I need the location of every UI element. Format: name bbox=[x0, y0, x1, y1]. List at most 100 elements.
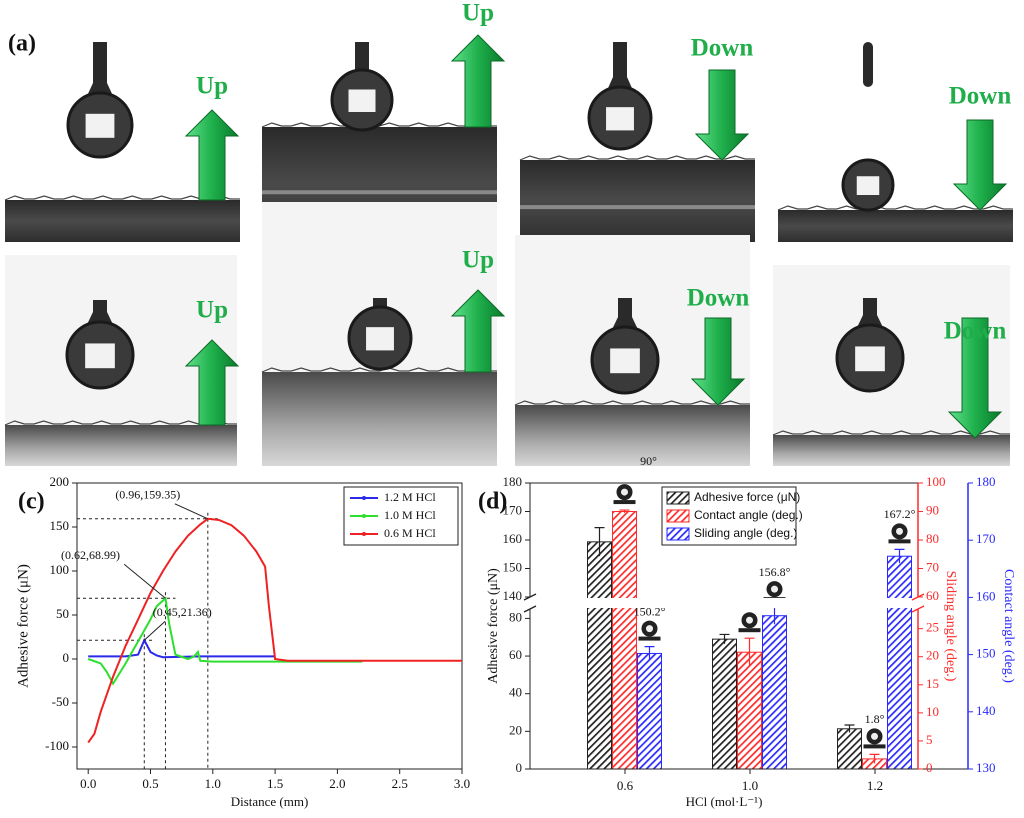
y-tick-label: 40 bbox=[509, 685, 522, 700]
y3-tick-label: 180 bbox=[976, 474, 996, 489]
arrow bbox=[694, 69, 750, 161]
y2-axis-label: Sliding angle (deg.) bbox=[943, 571, 958, 682]
needle bbox=[355, 42, 369, 74]
photo-frame: Up bbox=[4, 255, 240, 466]
droplet-highlight bbox=[856, 176, 880, 195]
legend-label: 0.6 M HCl bbox=[384, 526, 436, 540]
legend-swatch bbox=[666, 491, 690, 505]
bar bbox=[837, 728, 862, 770]
arrow bbox=[450, 289, 506, 373]
x-axis-label: HCl (mol·L⁻¹) bbox=[686, 794, 763, 809]
annotation-label: (0.96,159.35) bbox=[115, 488, 180, 502]
y-tick-label: 140 bbox=[503, 588, 523, 603]
x-tick-label: 1.0 bbox=[205, 776, 221, 791]
arrow bbox=[947, 317, 1003, 439]
droplet-icon-highlight bbox=[896, 527, 903, 535]
x-tick-label: 1.0 bbox=[742, 778, 758, 793]
bar bbox=[612, 511, 637, 770]
data-line bbox=[88, 637, 276, 659]
y-tick-label: 150 bbox=[50, 518, 70, 533]
y3-tick-label: 150 bbox=[976, 646, 996, 661]
y-tick-label: 20 bbox=[509, 722, 522, 737]
photo-frame: Up bbox=[4, 42, 240, 242]
legend-marker bbox=[362, 514, 366, 518]
y3-tick-label: 160 bbox=[976, 588, 996, 603]
y3-tick-label: 130 bbox=[976, 760, 996, 775]
error-bar bbox=[619, 509, 630, 513]
droplet-icon-highlight bbox=[646, 625, 653, 633]
substrate bbox=[520, 160, 755, 242]
droplet-icon-base bbox=[638, 636, 661, 641]
arrow-label: Down bbox=[691, 35, 754, 62]
arrow-label: Up bbox=[196, 73, 228, 100]
y2-tick-label: 5 bbox=[926, 732, 933, 747]
error-bar bbox=[644, 645, 655, 661]
error-bar bbox=[894, 548, 905, 564]
substrate-texture bbox=[261, 367, 497, 373]
needle bbox=[863, 42, 873, 87]
legend-swatch bbox=[666, 509, 690, 523]
photo-frame: Down bbox=[777, 42, 1013, 242]
bar bbox=[587, 541, 612, 770]
arrow-label: Up bbox=[196, 297, 228, 324]
annotation-label: (0.45,21.36) bbox=[153, 605, 212, 619]
droplet-highlight bbox=[348, 89, 376, 112]
y2-tick-label: 25 bbox=[926, 620, 939, 635]
y-tick-label: 0 bbox=[516, 760, 523, 775]
value-label: 1.8° bbox=[865, 712, 885, 726]
droplet-highlight bbox=[366, 327, 394, 351]
legend-label: 1.0 M HCl bbox=[384, 508, 436, 522]
y-axis-label: Adhesive force (μN) bbox=[15, 564, 31, 688]
substrate bbox=[5, 425, 237, 466]
arrow bbox=[184, 339, 240, 426]
y2-tick-label: 80 bbox=[926, 531, 939, 546]
bar bbox=[712, 638, 737, 770]
y-axis-label: Adhesive force (μN) bbox=[486, 568, 501, 684]
substrate bbox=[773, 435, 1010, 466]
legend-label: Sliding angle (deg.) bbox=[694, 526, 797, 540]
substrate bbox=[5, 200, 240, 242]
arrow-label: Up bbox=[462, 247, 494, 274]
error-bar bbox=[844, 724, 855, 733]
substrate-texture bbox=[519, 155, 755, 161]
droplet-icon-base bbox=[738, 628, 761, 633]
x-axis-label: Distance (mm) bbox=[231, 794, 309, 809]
y2-tick-label: 0 bbox=[926, 760, 933, 775]
arrow-label: Down bbox=[949, 83, 1012, 110]
legend-marker bbox=[362, 496, 366, 500]
arrow bbox=[952, 119, 1008, 211]
annotation-arrow bbox=[123, 563, 166, 599]
annotation-label: (0.62,68.99) bbox=[61, 548, 120, 562]
x-tick-label: 0.6 bbox=[617, 778, 634, 793]
droplet-highlight bbox=[85, 113, 115, 138]
substrate-texture bbox=[4, 420, 237, 426]
substrate bbox=[262, 372, 497, 466]
annotation-arrow bbox=[174, 503, 209, 520]
arrow-label: Down bbox=[687, 285, 750, 312]
x-tick-label: 3.0 bbox=[454, 776, 470, 791]
substrate-stripe bbox=[520, 205, 755, 210]
droplet-highlight bbox=[606, 107, 634, 131]
photo-frame: Up bbox=[261, 202, 506, 466]
y-tick-label: 100 bbox=[50, 562, 70, 577]
x-tick-label: 0.0 bbox=[80, 776, 96, 791]
droplet-highlight bbox=[610, 348, 640, 374]
y2-tick-label: 60 bbox=[926, 588, 939, 603]
y-tick-label: 150 bbox=[503, 559, 523, 574]
y-tick-label: -50 bbox=[52, 694, 69, 709]
y2-tick-label: 20 bbox=[926, 648, 939, 663]
y-tick-label: 0 bbox=[63, 650, 70, 665]
droplet-highlight bbox=[85, 343, 115, 369]
photo-frame: Down bbox=[519, 35, 755, 242]
legend-label: Adhesive force (μN) bbox=[694, 490, 800, 504]
panel-label: (c) bbox=[18, 489, 45, 515]
bar bbox=[637, 652, 662, 770]
value-label: 156.8° bbox=[759, 565, 791, 579]
y-tick-label: -100 bbox=[45, 738, 69, 753]
arrow bbox=[184, 109, 240, 201]
y-tick-label: 170 bbox=[503, 502, 523, 517]
error-bar bbox=[869, 753, 880, 764]
panel-label: (d) bbox=[478, 489, 507, 515]
y3-tick-label: 140 bbox=[976, 703, 996, 718]
